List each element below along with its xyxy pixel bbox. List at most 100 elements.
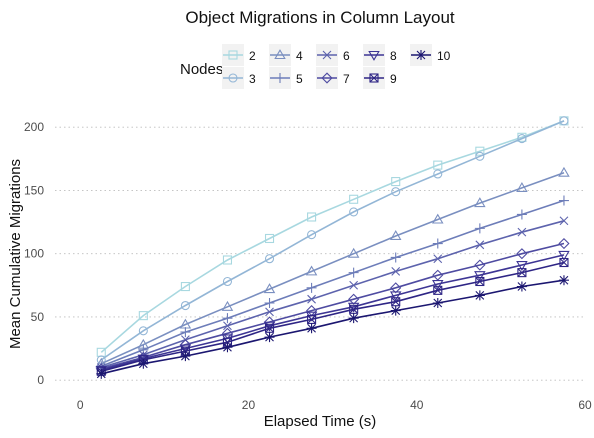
data-point	[517, 134, 527, 144]
data-point	[263, 283, 276, 294]
series-6	[96, 216, 569, 372]
series-line	[101, 261, 565, 373]
legend-label: 5	[296, 72, 303, 86]
data-point	[475, 151, 485, 161]
data-point	[264, 332, 275, 343]
data-point	[516, 248, 528, 260]
data-point	[433, 254, 443, 264]
data-point	[389, 291, 402, 302]
data-point	[305, 265, 318, 276]
data-point	[307, 230, 317, 240]
data-point	[475, 146, 485, 156]
x-axis-label: Elapsed Time (s)	[264, 413, 377, 430]
legend-title: Nodes	[180, 61, 223, 78]
legend-label: 9	[390, 72, 397, 86]
data-point	[264, 233, 275, 244]
data-point	[264, 254, 275, 264]
data-point	[433, 160, 443, 170]
legend-key-marker	[275, 73, 285, 83]
legend-item-10: 10	[410, 44, 451, 66]
data-point	[138, 311, 148, 321]
data-point	[559, 116, 569, 126]
series-8	[95, 250, 570, 376]
data-point	[96, 368, 107, 379]
series-lines	[95, 116, 570, 379]
series-line	[101, 242, 565, 370]
y-axis-label: Mean Cumulative Migrations	[7, 159, 24, 349]
legend-label: 6	[343, 49, 350, 63]
data-point	[180, 327, 191, 338]
data-point	[558, 237, 570, 250]
series-5	[96, 195, 569, 372]
data-point	[516, 181, 528, 192]
legend: Nodes 2 3 4 5 6 7 8 9 10	[180, 44, 451, 89]
data-point	[222, 276, 233, 287]
grid	[55, 126, 585, 381]
series-line	[101, 220, 565, 369]
data-point	[349, 194, 359, 204]
data-point	[432, 213, 444, 224]
data-point	[559, 216, 569, 226]
data-point	[306, 323, 317, 334]
x-tick-label: 40	[410, 398, 424, 412]
legend-key-marker	[228, 73, 238, 83]
series-line	[100, 120, 565, 353]
data-point	[307, 294, 316, 304]
y-tick-label: 100	[24, 247, 44, 261]
y-tick-label: 200	[24, 120, 44, 134]
data-point	[180, 281, 190, 292]
data-point	[347, 247, 360, 258]
data-point	[391, 187, 401, 197]
data-point	[475, 240, 485, 250]
legend-label: 10	[437, 49, 451, 63]
data-point	[221, 300, 234, 311]
data-point	[391, 177, 401, 187]
data-point	[474, 271, 486, 282]
data-point	[433, 169, 443, 179]
data-point	[432, 279, 444, 290]
data-point	[474, 290, 485, 301]
series-10	[96, 275, 569, 379]
data-point	[432, 238, 443, 249]
legend-label: 2	[249, 49, 256, 63]
legend-label: 3	[249, 72, 256, 86]
data-point	[138, 358, 149, 369]
data-point	[265, 307, 274, 317]
data-point	[516, 281, 527, 292]
x-tick-label: 20	[242, 398, 256, 412]
data-point	[222, 313, 233, 324]
data-point	[389, 230, 402, 241]
data-point	[558, 195, 569, 206]
data-point	[559, 257, 569, 268]
data-point	[433, 285, 443, 295]
x-tick-label: 0	[77, 398, 84, 412]
legend-key-marker	[416, 50, 426, 60]
series-line	[101, 279, 565, 375]
legend-key-marker	[274, 49, 286, 60]
chart-title: Object Migrations in Column Layout	[185, 8, 455, 27]
data-point	[558, 166, 570, 177]
legend-item-5: 5	[269, 67, 303, 89]
legend-label: 4	[296, 49, 303, 63]
data-point	[348, 313, 359, 324]
data-point	[517, 268, 527, 278]
legend-item-7: 7	[316, 67, 350, 89]
data-point	[475, 276, 485, 287]
series-line	[100, 120, 565, 361]
y-tick-label: 0	[37, 373, 44, 387]
data-point	[264, 297, 275, 308]
data-point	[306, 282, 317, 293]
data-point	[349, 207, 359, 217]
legend-label: 7	[343, 72, 350, 86]
data-point	[432, 297, 443, 308]
data-point	[517, 227, 527, 237]
data-point	[263, 316, 276, 328]
data-point	[222, 342, 233, 353]
legend-item-8: 8	[363, 44, 397, 66]
data-point	[223, 321, 232, 331]
data-point	[390, 252, 401, 263]
data-point	[138, 326, 148, 336]
legend-key-marker	[228, 50, 238, 60]
x-tick-label: 60	[578, 398, 592, 412]
